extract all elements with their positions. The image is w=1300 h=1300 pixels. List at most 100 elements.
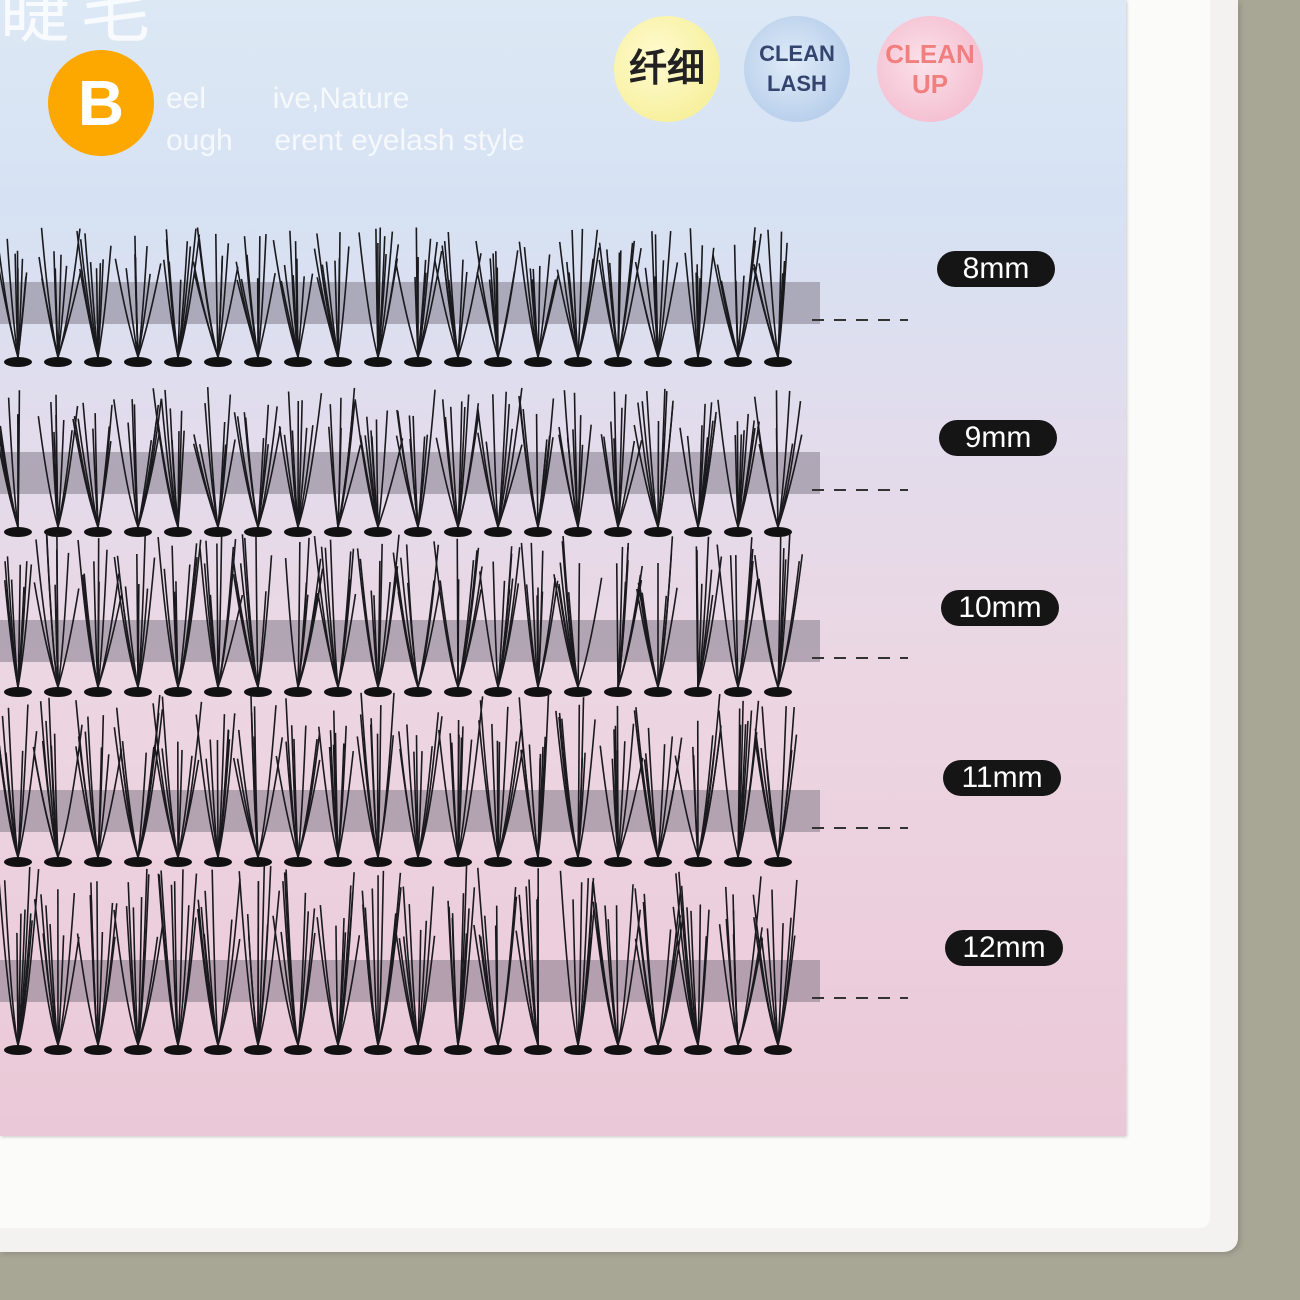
lash-cluster	[718, 700, 760, 867]
lash-cluster	[195, 713, 236, 867]
lash-strips	[0, 227, 908, 1055]
lash-cluster	[356, 534, 400, 697]
lash-cluster	[233, 404, 282, 537]
lash-cluster	[3, 556, 33, 697]
lash-cluster	[599, 705, 644, 867]
lash-cluster	[157, 869, 198, 1055]
lash-cluster	[604, 542, 644, 697]
lash-cluster	[76, 230, 112, 367]
lash-cluster	[394, 886, 436, 1055]
lash-cluster	[556, 228, 600, 367]
lash-cluster	[717, 399, 761, 537]
length-label: 12mm	[945, 930, 1063, 966]
lash-cluster	[636, 536, 678, 697]
tagline-1: eel ive,Nature	[166, 82, 410, 115]
lash-cluster	[152, 696, 203, 867]
lash-cluster	[518, 395, 555, 537]
lash-cluster	[754, 533, 804, 697]
lash-cluster	[37, 394, 79, 537]
lash-cluster	[313, 535, 357, 697]
lash-cluster	[437, 696, 484, 867]
lash-cluster	[313, 232, 352, 367]
lash-cluster	[192, 387, 236, 537]
lash-cluster	[77, 538, 123, 697]
lash-cluster	[238, 865, 281, 1055]
tagline-2: ough erent eyelash style	[166, 124, 525, 157]
lash-cluster	[75, 700, 123, 867]
lash-cluster	[356, 692, 395, 867]
lash-cluster	[152, 388, 192, 537]
lash-cluster	[157, 536, 202, 697]
logo: 睫毛	[0, 0, 160, 51]
variant-badge: B	[48, 50, 154, 156]
lash-cluster	[518, 241, 559, 367]
lash-cluster	[361, 870, 402, 1055]
badge-text: UP	[911, 69, 949, 99]
length-label: 9mm	[939, 420, 1057, 456]
lash-cluster	[113, 398, 163, 537]
lash-cluster	[634, 231, 679, 367]
badge-text: 纤细	[628, 48, 705, 90]
lash-cluster	[515, 868, 552, 1055]
lash-cluster	[232, 534, 273, 697]
lash-cluster	[76, 881, 118, 1055]
lash-cluster	[0, 238, 32, 367]
lash-row	[0, 865, 908, 1055]
lash-cluster	[316, 872, 361, 1055]
lash-cluster	[553, 535, 603, 697]
lash-cluster	[394, 227, 443, 367]
lash-cluster	[752, 229, 792, 367]
lash-cluster	[272, 230, 314, 367]
lash-cluster	[716, 537, 759, 697]
lash-cluster	[478, 700, 524, 867]
lash-cluster	[272, 869, 316, 1055]
lash-cluster	[33, 889, 80, 1055]
lash-cluster	[752, 879, 798, 1055]
lash-cluster	[232, 694, 284, 867]
lash-cluster	[398, 712, 443, 867]
lash-cluster	[598, 240, 642, 367]
lash-row	[0, 387, 908, 537]
lash-row	[0, 692, 908, 867]
lash-cluster	[435, 394, 480, 537]
lash-cluster	[38, 227, 82, 367]
lash-cluster	[475, 240, 519, 367]
lash-cluster	[634, 888, 684, 1055]
lash-cluster	[0, 866, 40, 1055]
lash-cluster	[754, 706, 798, 867]
lash-cluster	[0, 704, 38, 867]
lash-cluster	[712, 227, 762, 367]
lash-cluster	[592, 882, 642, 1055]
lash-cluster	[113, 868, 164, 1055]
lash-cluster	[235, 234, 276, 367]
lash-cluster	[358, 227, 400, 367]
lash-cluster	[633, 707, 683, 867]
lash-row	[0, 532, 908, 697]
lash-cluster	[753, 390, 803, 537]
lash-cluster	[192, 227, 239, 367]
lash-cluster	[479, 546, 521, 697]
badge-text: CLEAN	[885, 39, 975, 69]
lash-cluster	[392, 544, 441, 697]
lash-cluster	[72, 402, 113, 537]
lash-card: 睫毛 eel ive,Nature ough erent eyelash sty…	[0, 0, 1126, 1136]
lash-cluster	[674, 693, 722, 867]
feature-badge-clean-up: CLEAN UP	[877, 16, 983, 122]
lash-cluster	[555, 697, 596, 867]
lash-cluster	[275, 698, 321, 867]
length-label: 10mm	[941, 590, 1059, 626]
lash-cluster	[324, 387, 362, 537]
lash-cluster	[633, 388, 674, 537]
lash-cluster	[162, 228, 201, 367]
length-label: 11mm	[943, 760, 1061, 796]
feature-badge-fine: 纤细	[614, 16, 720, 122]
lash-cluster	[679, 402, 717, 537]
lash-cluster	[395, 389, 436, 537]
lash-cluster	[199, 536, 244, 697]
lash-cluster	[354, 399, 404, 537]
badge-text: LASH	[767, 71, 827, 96]
lash-cluster	[278, 391, 323, 537]
lash-cluster	[684, 536, 723, 697]
lash-row	[0, 227, 908, 367]
lash-cluster	[444, 865, 476, 1055]
